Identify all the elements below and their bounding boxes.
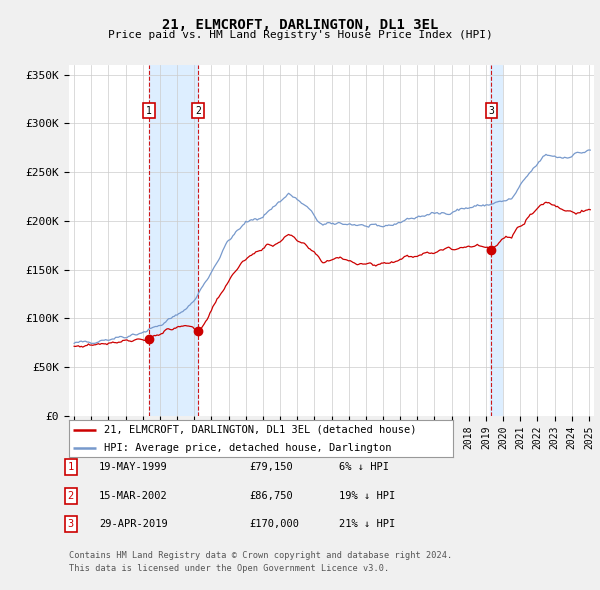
Text: 6% ↓ HPI: 6% ↓ HPI [339,463,389,472]
Text: HPI: Average price, detached house, Darlington: HPI: Average price, detached house, Darl… [104,442,391,453]
Text: 19-MAY-1999: 19-MAY-1999 [99,463,168,472]
Text: 1: 1 [146,106,152,116]
Bar [490,65,502,416]
Text: Contains HM Land Registry data © Crown copyright and database right 2024.: Contains HM Land Registry data © Crown c… [69,550,452,559]
Text: 29-APR-2019: 29-APR-2019 [99,519,168,529]
Text: 15-MAR-2002: 15-MAR-2002 [99,491,168,500]
Text: £79,150: £79,150 [249,463,293,472]
Text: 2: 2 [195,106,201,116]
Text: 2: 2 [68,491,74,500]
Text: 3: 3 [68,519,74,529]
Text: 21, ELMCROFT, DARLINGTON, DL1 3EL: 21, ELMCROFT, DARLINGTON, DL1 3EL [162,18,438,32]
Text: 3: 3 [488,106,494,116]
Bar [149,65,198,416]
Text: 19% ↓ HPI: 19% ↓ HPI [339,491,395,500]
Text: 21, ELMCROFT, DARLINGTON, DL1 3EL (detached house): 21, ELMCROFT, DARLINGTON, DL1 3EL (detac… [104,425,416,435]
Text: £170,000: £170,000 [249,519,299,529]
Text: Price paid vs. HM Land Registry's House Price Index (HPI): Price paid vs. HM Land Registry's House … [107,30,493,40]
Text: 1: 1 [68,463,74,472]
Text: £86,750: £86,750 [249,491,293,500]
Text: 21% ↓ HPI: 21% ↓ HPI [339,519,395,529]
Text: This data is licensed under the Open Government Licence v3.0.: This data is licensed under the Open Gov… [69,563,389,572]
